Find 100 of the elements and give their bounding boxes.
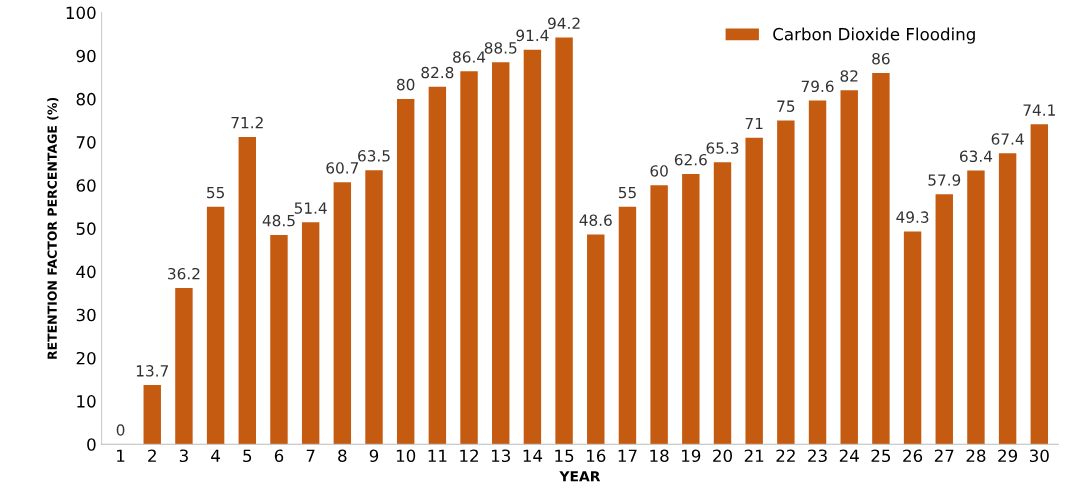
bar (555, 37, 573, 445)
x-axis-title: YEAR (559, 471, 601, 482)
x-tick-label: 2 (148, 449, 156, 462)
data-label: 60 (650, 165, 668, 177)
bar (460, 71, 478, 445)
bar (365, 170, 383, 445)
bar (1030, 124, 1049, 445)
bar (682, 174, 700, 445)
x-tick-label: 19 (682, 449, 701, 463)
data-label: 79.6 (801, 80, 834, 93)
data-label: 51.4 (294, 202, 327, 214)
y-tick-label: 40 (76, 265, 96, 279)
bar (270, 234, 288, 445)
data-label: 63.4 (960, 150, 993, 163)
data-label: 86 (872, 52, 890, 65)
bar (333, 182, 352, 445)
data-label: 60.7 (326, 162, 359, 174)
bar (967, 170, 985, 445)
data-label: 13.7 (136, 365, 168, 377)
x-tick-label: 5 (243, 449, 252, 463)
bar (935, 194, 953, 445)
data-label: 62.6 (674, 153, 707, 166)
data-label: 80 (397, 78, 415, 91)
data-label: 36.2 (168, 267, 200, 280)
data-label: 94.2 (548, 17, 580, 30)
data-label: 63.5 (358, 150, 390, 162)
bar (903, 231, 922, 445)
data-label: 74.1 (1023, 104, 1055, 116)
x-tick-label: 25 (871, 449, 891, 463)
x-tick-label: 18 (650, 449, 669, 463)
legend-label: Carbon Dioxide Flooding (773, 27, 975, 44)
data-label: 71 (745, 117, 763, 130)
x-tick-label: 16 (587, 449, 606, 463)
x-tick-label: 4 (211, 449, 220, 462)
x-tick-label: 17 (618, 449, 637, 462)
x-tick-label: 28 (966, 449, 986, 463)
x-tick-label: 11 (428, 449, 447, 462)
bar (872, 72, 890, 445)
data-label: 57.9 (928, 174, 961, 186)
x-tick-label: 10 (396, 449, 416, 463)
data-label: 0 (116, 424, 125, 436)
y-tick-label: 70 (76, 136, 96, 149)
bar (175, 287, 193, 445)
bar (808, 100, 827, 445)
x-tick-label: 22 (776, 449, 795, 462)
bar (206, 206, 225, 445)
x-tick-label: 29 (998, 449, 1018, 463)
bar (238, 136, 256, 445)
y-tick-label: 100 (66, 6, 96, 20)
bar (998, 153, 1017, 445)
y-tick-label: 0 (87, 438, 96, 451)
y-tick-label: 30 (76, 308, 96, 322)
x-tick-label: 13 (491, 449, 510, 463)
x-tick-label: 8 (338, 449, 347, 463)
data-label: 86.4 (453, 51, 486, 63)
x-tick-label: 15 (555, 449, 574, 463)
data-label: 82.8 (421, 66, 454, 79)
data-label: 55 (207, 186, 224, 199)
x-tick-label: 27 (934, 449, 954, 462)
bar (587, 234, 605, 445)
y-tick-label: 50 (76, 222, 96, 235)
y-tick-label: 10 (77, 395, 96, 408)
x-tick-label: 24 (839, 449, 859, 462)
x-tick-label: 1 (117, 449, 125, 462)
data-label: 75 (777, 100, 795, 112)
data-label: 48.6 (579, 214, 612, 226)
bar (777, 120, 795, 445)
bar (428, 86, 447, 445)
data-label: 49.3 (896, 211, 929, 223)
x-tick-label: 20 (713, 449, 732, 463)
x-tick-label: 7 (306, 449, 315, 462)
data-label: 91.4 (516, 29, 549, 42)
x-tick-label: 23 (808, 449, 827, 463)
x-tick-label: 12 (460, 449, 478, 462)
y-tick-label: 90 (76, 49, 96, 63)
y-tick-label: 60 (76, 179, 96, 192)
bar (523, 49, 542, 445)
y-tick-label: 20 (76, 351, 96, 365)
bar (745, 137, 763, 445)
data-label: 65.3 (706, 142, 739, 154)
x-tick-label: 14 (523, 449, 543, 462)
bar (396, 98, 415, 445)
bar (650, 185, 668, 445)
data-label: 82 (840, 70, 858, 82)
bar (618, 206, 637, 445)
x-tick-label: 26 (903, 449, 923, 463)
data-label: 55 (618, 186, 636, 199)
x-tick-label: 30 (1029, 449, 1049, 463)
bar (840, 90, 858, 445)
y-axis-title: RETENTION FACTOR PERCENTAGE (%) (47, 97, 59, 359)
x-tick-label: 3 (179, 449, 188, 463)
y-tick-label: 80 (76, 92, 96, 106)
bar (143, 385, 161, 445)
data-label: 48.5 (262, 214, 295, 227)
x-tick-label: 6 (274, 449, 284, 463)
bar (492, 62, 510, 445)
bar (713, 162, 732, 445)
data-label: 88.5 (484, 42, 517, 54)
data-label: 67.4 (991, 133, 1024, 145)
x-tick-label: 9 (369, 449, 379, 463)
